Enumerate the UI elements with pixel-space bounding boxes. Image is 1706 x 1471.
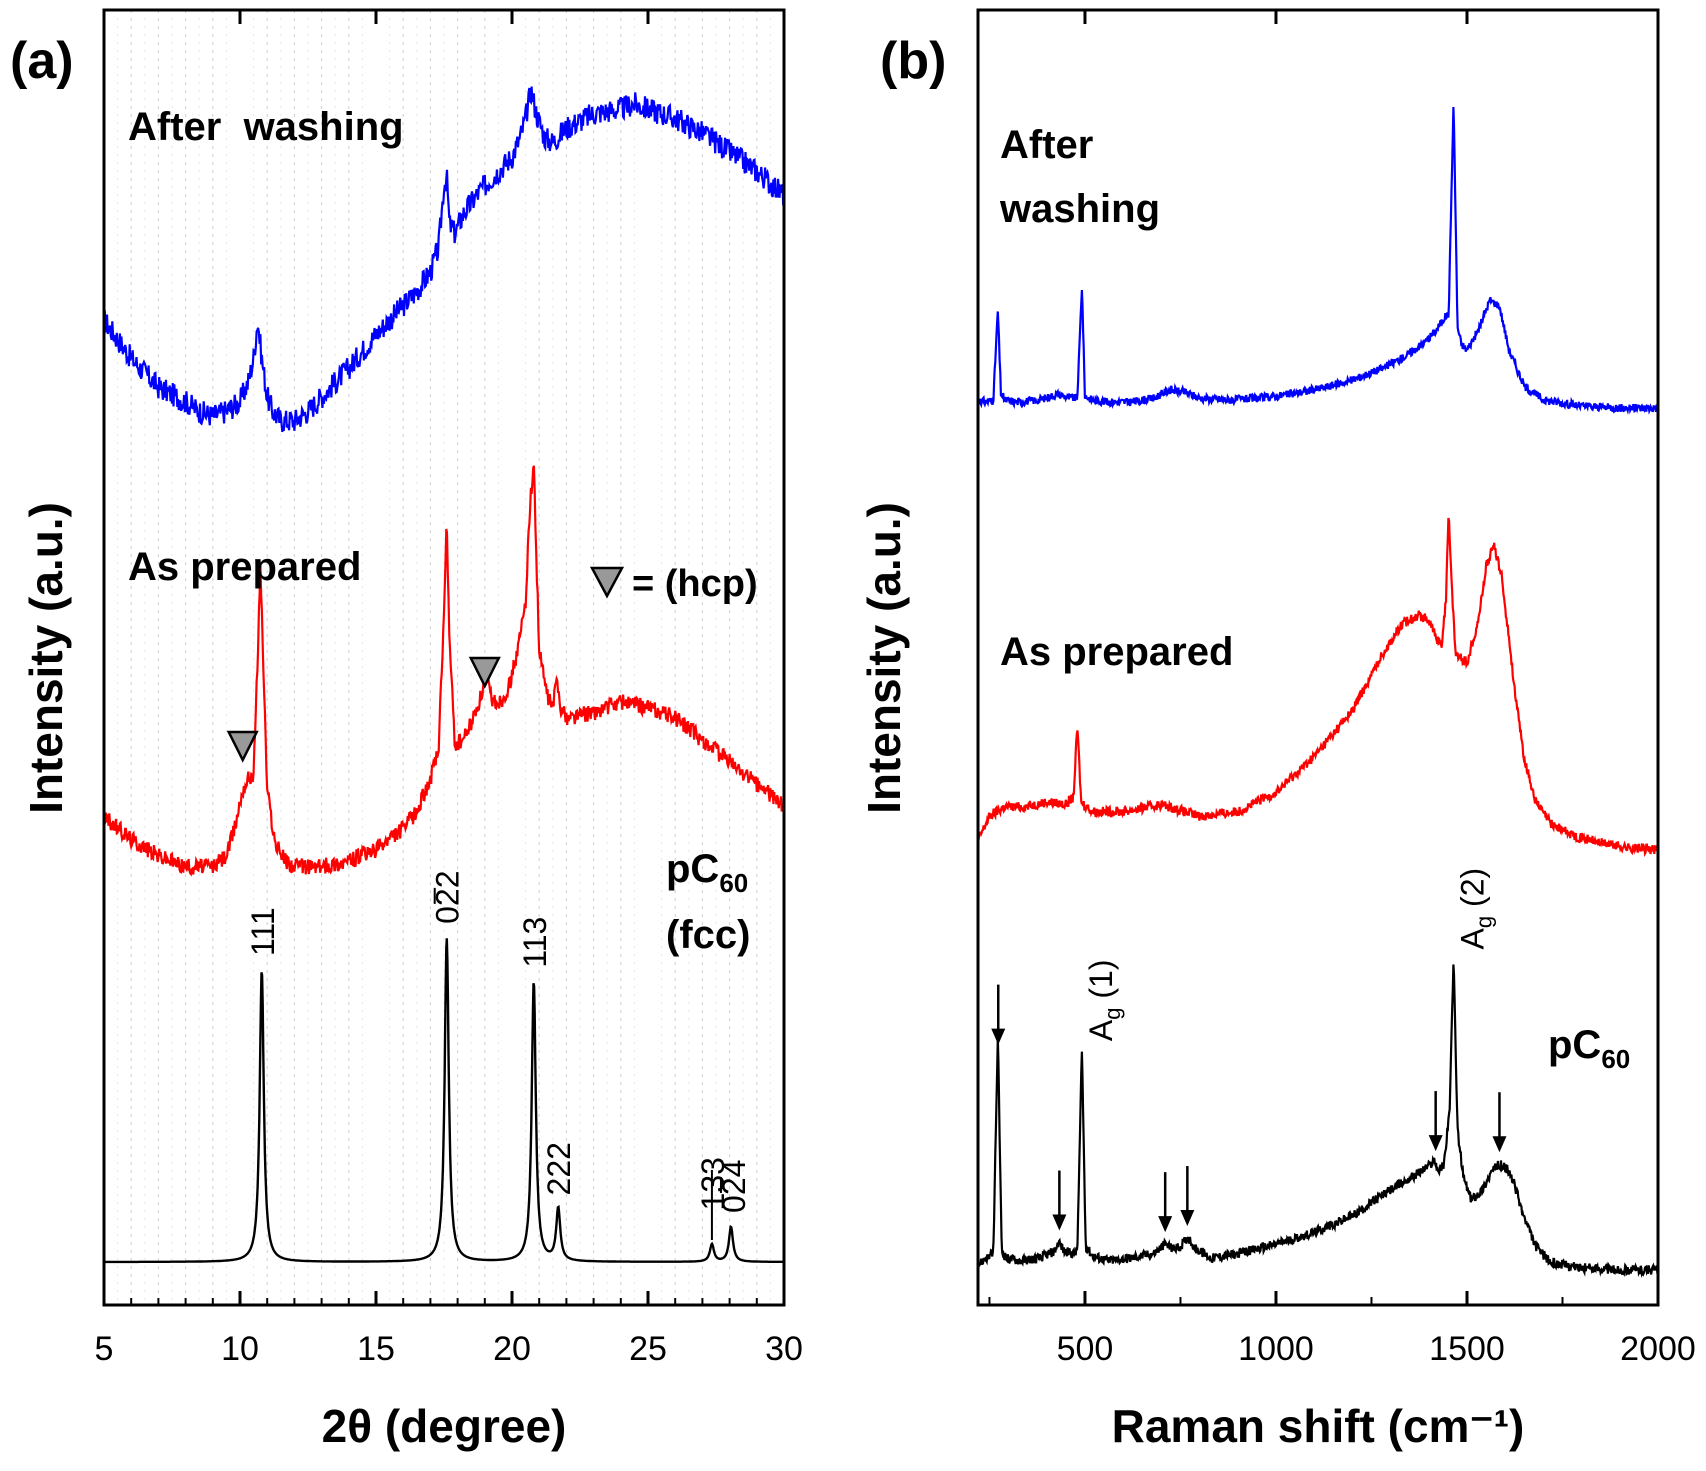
panel-b-arrows bbox=[991, 984, 1507, 1233]
peak-label-222: 222 bbox=[541, 1142, 577, 1195]
x-tick-label: 1000 bbox=[1238, 1330, 1314, 1368]
x-tick-label: 500 bbox=[1057, 1330, 1114, 1368]
panel-b-series-after-washing bbox=[977, 106, 1660, 415]
panel-a-ylabel: Intensity (a.u.) bbox=[20, 502, 72, 814]
arrow-down-icon bbox=[1180, 1210, 1195, 1227]
x-tick-label: 2000 bbox=[1620, 1330, 1696, 1368]
panel-b-label-washing: washing bbox=[999, 187, 1160, 231]
arrow-down-icon bbox=[1158, 1216, 1173, 1233]
pc60-subscript: 60 bbox=[719, 868, 748, 898]
panel-b-label-after: After bbox=[1000, 123, 1093, 167]
fcc-text: (fcc) bbox=[666, 913, 750, 957]
panel-b-label: (b) bbox=[880, 32, 946, 90]
panel-a-label: (a) bbox=[10, 32, 74, 90]
panel-b-ylabel: Intensity (a.u.) bbox=[858, 502, 910, 814]
hcp-legend: = (hcp) bbox=[589, 563, 758, 605]
panel-a-label-pc60: pC60 (fcc) bbox=[666, 847, 750, 957]
panel-a-tick-labels: 5 10 15 20 25 30 bbox=[95, 1330, 803, 1368]
panel-b-label-pc60: pC60 bbox=[1548, 1023, 1630, 1074]
panel-a-hcp-markers bbox=[226, 656, 501, 763]
x-tick-label: 1500 bbox=[1429, 1330, 1505, 1368]
panel-b-label-as-prepared: As prepared bbox=[1000, 630, 1233, 674]
peak-label-111: 111 bbox=[245, 907, 281, 956]
x-tick-label: 5 bbox=[95, 1330, 114, 1368]
hcp-legend-text: = (hcp) bbox=[632, 563, 758, 605]
x-tick-label: 20 bbox=[493, 1330, 531, 1368]
x-tick-label: 10 bbox=[221, 1330, 259, 1368]
mode-label-2: Ag (2) bbox=[1455, 868, 1497, 950]
panel-a-traces bbox=[102, 86, 786, 1264]
panel-b-xlabel: Raman shift (cm⁻¹) bbox=[1112, 1400, 1525, 1452]
panel-a-label-after-washing: After washing bbox=[128, 105, 404, 149]
panel-a-series-after-washing bbox=[103, 86, 786, 433]
panel-b-tick-labels: 500 1000 1500 2000 bbox=[1057, 1330, 1696, 1368]
peak-label-113: 113 bbox=[517, 917, 553, 968]
pc60-subscript: 60 bbox=[1601, 1044, 1630, 1074]
panel-b-frame bbox=[976, 8, 1660, 1307]
panel-a-label-as-prepared: As prepared bbox=[128, 545, 361, 589]
hcp-marker-icon bbox=[226, 730, 259, 763]
arrow-down-icon bbox=[1492, 1136, 1507, 1153]
x-tick-label: 30 bbox=[765, 1330, 803, 1368]
hcp-marker-icon bbox=[468, 656, 501, 689]
hcp-legend-triangle-icon bbox=[589, 566, 625, 599]
panel-a-series-pc60-fcc bbox=[104, 938, 784, 1264]
arrow-down-icon bbox=[1052, 1214, 1067, 1231]
panel-b-traces bbox=[976, 106, 1660, 1278]
arrow-down-icon bbox=[1428, 1135, 1443, 1152]
panel-b-series-as-prepared bbox=[977, 517, 1660, 858]
x-tick-label: 25 bbox=[629, 1330, 667, 1368]
panel-a-series-as-prepared bbox=[102, 465, 786, 877]
panel-a: (a) After washing As prepared = (hcp) pC… bbox=[10, 8, 803, 1452]
arrow-down-icon bbox=[991, 1028, 1006, 1045]
pc60-text: pC60 bbox=[666, 847, 748, 898]
panel-a-xlabel: 2θ (degree) bbox=[322, 1400, 567, 1452]
x-tick-label: 15 bbox=[357, 1330, 395, 1368]
mode-label-1: Ag (1) bbox=[1083, 960, 1125, 1042]
panel-b: (b) After washing As prepared pC60 Ag (1… bbox=[858, 8, 1696, 1452]
panel-a-frame bbox=[102, 8, 786, 1307]
panel-b-series-pc60 bbox=[976, 964, 1660, 1278]
panel-b-mode-labels: Ag (1) Ag (2) bbox=[1083, 868, 1497, 1041]
